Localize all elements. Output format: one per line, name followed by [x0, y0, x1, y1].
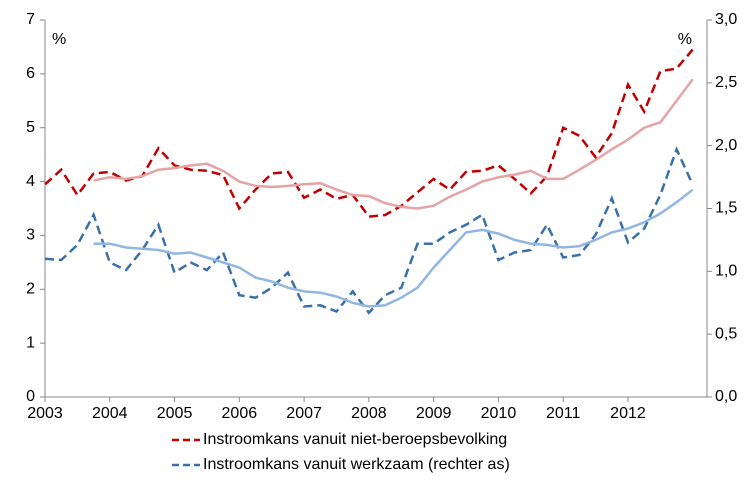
- right-unit: %: [678, 31, 692, 48]
- x-tick-label: 2005: [157, 405, 193, 422]
- x-tick-label: 2007: [286, 405, 322, 422]
- y-tick-label: 1: [26, 334, 35, 351]
- legend-label: Instroomkans vanuit werkzaam (rechter as…: [203, 456, 510, 473]
- y-tick-label: 2: [26, 281, 35, 298]
- y2-tick-label: 1,5: [715, 200, 737, 217]
- x-tick-label: 2004: [92, 405, 128, 422]
- series-line: [93, 188, 694, 308]
- x-tick-label: 2003: [27, 405, 63, 422]
- x-tick-label: 2011: [546, 405, 581, 422]
- x-tick-label: 2010: [481, 405, 517, 422]
- y2-tick-label: 2,5: [715, 74, 737, 91]
- series-line: [93, 78, 694, 210]
- legend-label: Instroomkans vanuit niet-beroepsbevolkin…: [203, 431, 507, 448]
- x-tick-label: 2012: [610, 405, 646, 422]
- y2-tick-label: 0,5: [715, 325, 737, 342]
- y-tick-label: 7: [26, 11, 35, 28]
- y-tick-label: 3: [26, 227, 35, 244]
- y2-tick-label: 0,0: [715, 388, 737, 405]
- y-tick-label: 6: [26, 65, 35, 82]
- series-line: [44, 48, 694, 218]
- left-unit: %: [52, 31, 66, 48]
- y2-tick-label: 3,0: [715, 11, 737, 28]
- series-line: [44, 146, 694, 315]
- x-tick-label: 2006: [222, 405, 258, 422]
- x-tick-label: 2009: [416, 405, 452, 422]
- y-tick-label: 0: [26, 388, 35, 405]
- x-tick-label: 2008: [351, 405, 387, 422]
- y-tick-label: 4: [26, 173, 35, 190]
- y2-tick-label: 1,0: [715, 263, 737, 280]
- y-tick-label: 5: [26, 119, 35, 136]
- y2-tick-label: 2,0: [715, 137, 737, 154]
